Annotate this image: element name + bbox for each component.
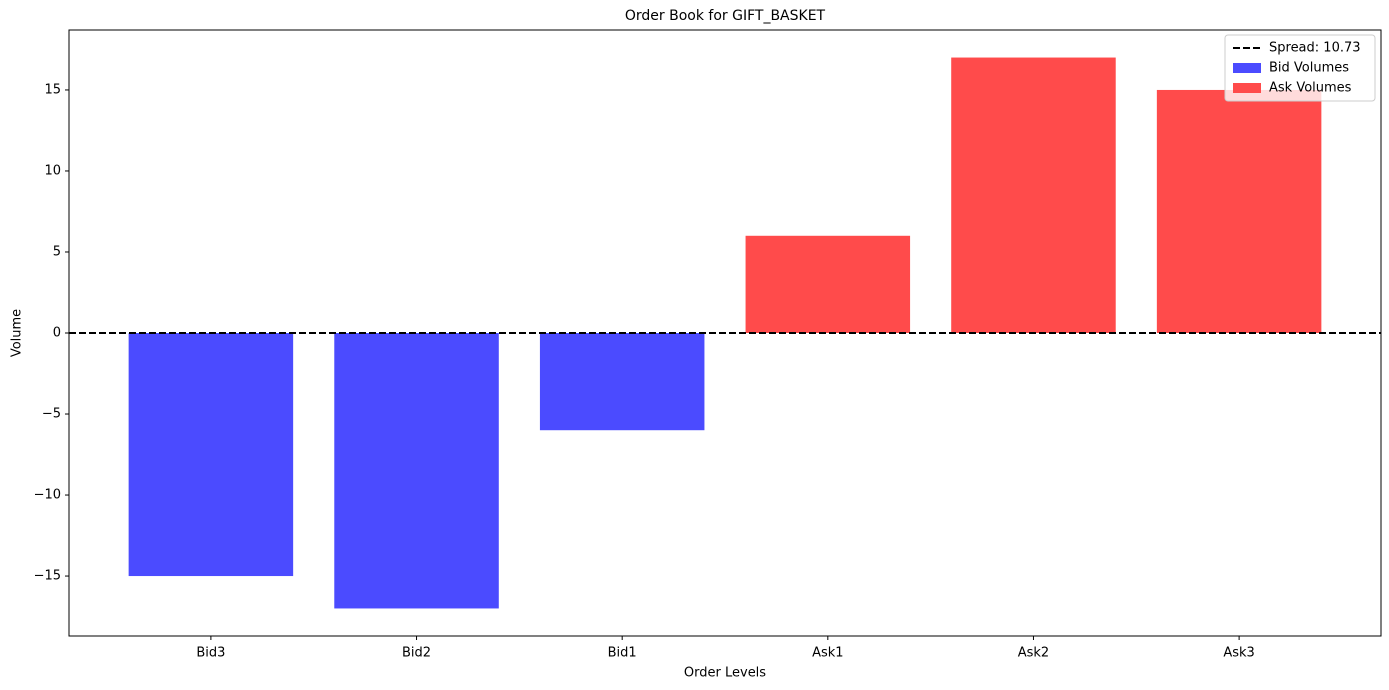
- legend-label: Ask Volumes: [1269, 81, 1352, 96]
- x-axis-label: Order Levels: [684, 666, 766, 681]
- bar: [128, 333, 294, 577]
- bar: [539, 333, 705, 431]
- legend-label: Bid Volumes: [1269, 61, 1349, 76]
- y-tick-label: 0: [53, 326, 61, 341]
- x-tick-label: Bid3: [196, 646, 225, 661]
- y-tick-label: −10: [34, 488, 61, 503]
- y-axis-label: Volume: [10, 309, 25, 357]
- y-tick-label: 5: [53, 244, 61, 259]
- legend-swatch: [1233, 83, 1261, 93]
- legend-box: [1224, 34, 1376, 102]
- y-tick-label: 15: [44, 82, 61, 97]
- y-tick-label: −5: [42, 407, 61, 422]
- plot-frame: [68, 29, 1382, 637]
- legend-label: Spread: 10.73: [1269, 41, 1361, 56]
- chart-title: Order Book for GIFT_BASKET: [625, 8, 826, 24]
- x-tick-label: Bid1: [608, 646, 637, 661]
- y-tick-label: −15: [34, 569, 61, 584]
- x-tick-label: Ask1: [812, 646, 843, 661]
- x-tick-label: Ask3: [1223, 646, 1254, 661]
- bar: [951, 57, 1116, 333]
- y-tick-label: 10: [44, 163, 61, 178]
- legend-swatch: [1233, 63, 1261, 73]
- bar: [745, 235, 911, 333]
- x-tick-label: Ask2: [1018, 646, 1049, 661]
- bar: [1156, 89, 1322, 333]
- bar: [334, 333, 499, 609]
- x-tick-label: Bid2: [402, 646, 431, 661]
